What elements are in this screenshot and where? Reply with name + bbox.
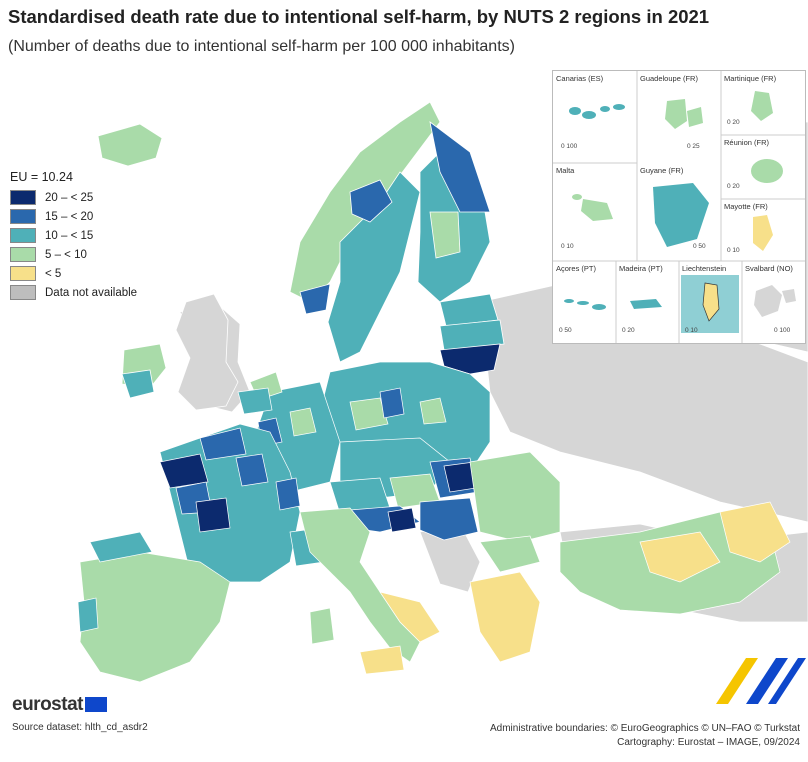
mayotte-shape bbox=[753, 215, 773, 251]
svalbard-shape bbox=[754, 285, 796, 317]
inset-label: Mayotte (FR) bbox=[724, 202, 768, 211]
liechtenstein-shape bbox=[681, 275, 739, 333]
inset-scale: 0 10 bbox=[685, 327, 698, 334]
inset-scale: 0 50 bbox=[693, 243, 706, 250]
legend-swatch bbox=[10, 209, 36, 224]
legend-label: < 5 bbox=[45, 267, 62, 280]
inset-label: Guyane (FR) bbox=[640, 166, 684, 175]
europe-map bbox=[77, 101, 808, 683]
scandinavia bbox=[289, 101, 491, 363]
inset-scale: 0 100 bbox=[561, 143, 578, 150]
credits-cartography: Cartography: Eurostat – IMAGE, 09/2024 bbox=[617, 737, 800, 748]
legend-label: 10 – < 15 bbox=[45, 229, 94, 242]
eu-flag-icon bbox=[84, 697, 107, 713]
legend-swatch bbox=[10, 247, 36, 262]
inset-reunion: Réunion (FR) 0 20 bbox=[721, 135, 805, 199]
inset-label: Madeira (PT) bbox=[619, 264, 663, 273]
credits-boundaries: Administrative boundaries: © EuroGeograp… bbox=[489, 723, 800, 734]
legend-item: < 5 bbox=[10, 264, 137, 283]
legend-item: 10 – < 15 bbox=[10, 226, 137, 245]
inset-label: Martinique (FR) bbox=[724, 74, 777, 83]
legend-item: 5 – < 10 bbox=[10, 245, 137, 264]
legend-swatch bbox=[10, 228, 36, 243]
inset-scale: 0 10 bbox=[561, 243, 574, 250]
legend-label: 15 – < 20 bbox=[45, 210, 94, 223]
legend-eu-average: EU = 10.24 bbox=[10, 170, 73, 184]
legend-label: 5 – < 10 bbox=[45, 248, 87, 261]
inset-label: Liechtenstein bbox=[682, 264, 727, 273]
inset-martinique: Martinique (FR) 0 20 bbox=[721, 71, 805, 135]
inset-malta: Malta 0 10 bbox=[553, 163, 637, 261]
inset-canarias: Canarias (ES) 0 100 bbox=[553, 71, 637, 163]
southeast-europe bbox=[469, 451, 791, 663]
eurostat-corner-mark bbox=[716, 658, 806, 704]
inset-scale: 0 100 bbox=[774, 327, 791, 334]
eurostat-logo: eurostat bbox=[12, 694, 107, 716]
legend-label: 20 – < 25 bbox=[45, 191, 94, 204]
insets-dividers bbox=[553, 71, 805, 343]
inset-scale: 0 50 bbox=[559, 327, 572, 334]
map-title: Standardised death rate due to intention… bbox=[8, 6, 710, 27]
british-isles bbox=[121, 293, 239, 411]
legend-swatch bbox=[10, 266, 36, 281]
baltic-states bbox=[439, 293, 505, 375]
italy bbox=[299, 507, 441, 675]
central-europe bbox=[249, 361, 491, 541]
legend-swatch bbox=[10, 190, 36, 205]
legend-swatch bbox=[10, 285, 36, 300]
source-dataset: Source dataset: hlth_cd_asdr2 bbox=[12, 722, 148, 733]
inset-label: Canarias (ES) bbox=[556, 74, 604, 83]
inset-label: Malta bbox=[556, 166, 575, 175]
inset-svalbard: Svalbard (NO) 0 100 bbox=[742, 261, 805, 343]
inset-guadeloupe: Guadeloupe (FR) 0 25 bbox=[637, 71, 721, 163]
map-legend: EU = 10.24 20 – < 25 15 – < 20 10 – < 15… bbox=[10, 170, 137, 302]
malta-shape bbox=[572, 194, 613, 221]
inset-acores: Açores (PT) 0 50 bbox=[553, 261, 616, 343]
legend-item: 20 – < 25 bbox=[10, 188, 137, 207]
legend-item: 15 – < 20 bbox=[10, 207, 137, 226]
iberia bbox=[77, 531, 231, 683]
reunion-shape bbox=[751, 159, 783, 183]
inset-scale: 0 20 bbox=[622, 327, 635, 334]
map-subtitle: (Number of deaths due to intentional sel… bbox=[8, 38, 515, 55]
madeira-shape bbox=[630, 299, 662, 309]
canarias-shape bbox=[569, 104, 625, 119]
france-benelux bbox=[159, 387, 325, 583]
inset-mayotte: Mayotte (FR) 0 10 bbox=[721, 199, 805, 261]
legend-label: Data not available bbox=[45, 286, 138, 299]
inset-label: Guadeloupe (FR) bbox=[640, 74, 698, 83]
iceland bbox=[97, 123, 163, 167]
logo-text: eurostat bbox=[12, 694, 83, 715]
credits: Administrative boundaries: © EuroGeograp… bbox=[490, 722, 800, 750]
inset-scale: 0 20 bbox=[727, 119, 740, 126]
guyane-shape bbox=[653, 183, 709, 247]
legend-item: Data not available bbox=[10, 283, 137, 302]
inset-label: Svalbard (NO) bbox=[745, 264, 793, 273]
inset-madeira: Madeira (PT) 0 20 bbox=[616, 261, 679, 343]
inset-label: Réunion (FR) bbox=[724, 138, 770, 147]
guadeloupe-shape bbox=[665, 99, 703, 129]
inset-scale: 0 20 bbox=[727, 183, 740, 190]
acores-shape bbox=[564, 299, 606, 310]
martinique-shape bbox=[751, 91, 773, 121]
insets-panel: Canarias (ES) 0 100 Guadeloupe (FR) 0 25… bbox=[552, 70, 806, 344]
inset-scale: 0 25 bbox=[687, 143, 700, 150]
inset-label: Açores (PT) bbox=[556, 264, 597, 273]
inset-liechtenstein: Liechtenstein 0 10 bbox=[679, 261, 742, 343]
inset-guyane: Guyane (FR) 0 50 bbox=[637, 163, 721, 261]
inset-scale: 0 10 bbox=[727, 247, 740, 254]
